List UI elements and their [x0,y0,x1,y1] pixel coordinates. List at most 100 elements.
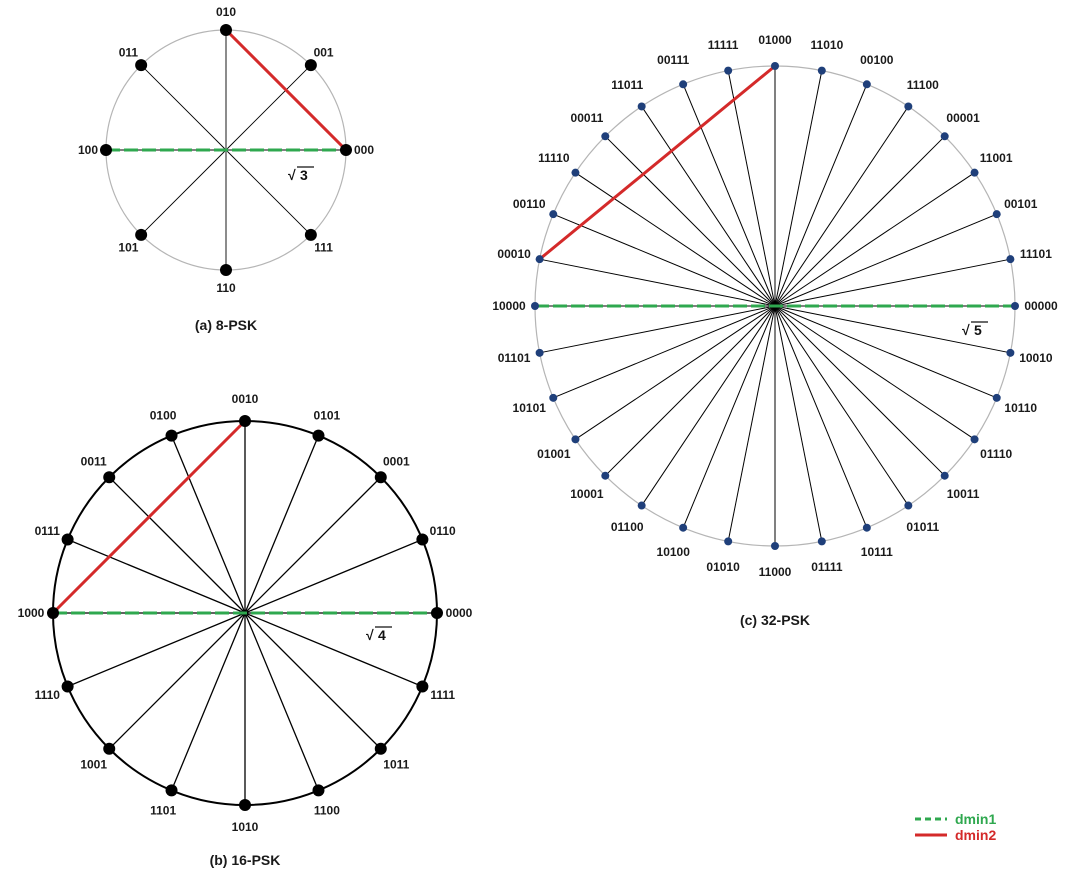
spoke-line [108,476,246,614]
constellation-point [135,228,148,241]
spoke-line [575,305,776,440]
point-label: 110 [216,281,236,295]
constellation-point [304,59,317,72]
spoke-line [774,305,1011,354]
constellation-point [416,533,429,546]
constellation-point [61,680,74,693]
point-label: 01010 [706,560,740,574]
point-label: 00011 [571,111,604,125]
spoke-line [774,305,909,506]
constellation-point [165,784,178,797]
point-label: 0111 [35,524,61,538]
constellation-point [61,533,74,546]
point-label: 101 [118,241,138,255]
spoke-line [225,64,312,151]
point-label: 00000 [1024,299,1058,313]
diagram-16-psk: 0000 0110 0001 0101 0010 0100 0011 0111 1000 1110… [18,392,473,868]
spoke-line [170,435,246,614]
spoke-line [244,612,320,791]
point-label: 10110 [1004,401,1037,415]
spoke-line [774,305,975,440]
point-label: 0100 [150,408,177,422]
point-label: 001 [314,45,334,59]
point-label: 10001 [570,487,604,501]
constellation-point [601,132,610,141]
constellation-point [1011,302,1019,310]
constellation-point [220,264,232,276]
constellation-point [904,102,913,111]
point-label: 00100 [860,53,894,67]
constellation-point [374,742,387,755]
spoke-line [539,258,776,307]
spoke-line [774,305,946,477]
point-label: 00010 [497,247,531,261]
constellation-point [103,742,116,755]
spoke-line [244,476,382,614]
constellation-point [416,680,429,693]
point-label: 011 [119,45,139,59]
diagram-32-psk: 00000 11101 00101 11001 00001 11100 00100 11010… [492,33,1058,628]
constellation-point [239,415,251,427]
point-label: 0110 [430,524,456,538]
point-label: 01001 [537,447,571,461]
spoke-line [244,538,423,614]
spoke-line [244,612,423,688]
point-label: 00110 [513,197,546,211]
point-label: 11100 [907,78,939,92]
legend-dmin1-label: dmin1 [955,811,996,827]
constellation-point [47,607,59,619]
distance-value: 4 [378,627,386,643]
spoke-line [774,305,868,528]
spoke-line [140,64,227,151]
point-label: 10010 [1019,351,1053,365]
point-label: 010 [216,5,236,19]
dmin2-line [224,28,348,152]
point-label: 100 [78,143,98,157]
constellation-point [724,537,733,546]
constellation-point [304,228,317,241]
spoke-line [774,305,823,542]
point-label: 10101 [513,401,547,415]
spoke-line [604,305,776,477]
diagram-caption: (b) 16-PSK [210,852,281,868]
spoke-line [553,305,776,399]
constellation-point [135,59,148,72]
point-label: 01000 [758,33,792,47]
point-label: 0010 [232,392,259,406]
constellation-point [549,393,558,402]
point-label: 01011 [906,520,939,534]
constellation-point [817,537,826,546]
point-label: 11001 [980,151,1013,165]
constellation-point [940,132,949,141]
constellation-point [992,210,1001,219]
sqrt-symbol: √ [962,322,970,338]
spoke-line [539,305,776,354]
point-label: 00111 [657,53,689,67]
diagram-caption: (c) 32-PSK [740,612,810,628]
point-label: 1000 [18,606,45,620]
point-label: 10111 [861,545,893,559]
constellation-point [637,102,646,111]
constellation-point [340,144,352,156]
constellation-point [239,799,251,811]
constellation-point [817,66,826,75]
point-label: 11011 [611,78,643,92]
dmin2-line [538,64,776,261]
spoke-line [641,106,776,307]
point-label: 000 [354,143,374,157]
spoke-line [774,305,997,399]
constellation-point [531,302,539,310]
spoke-line [575,172,776,307]
dmin2-line [51,419,247,615]
point-label: 10100 [657,545,691,559]
spoke-line [67,538,246,614]
point-label: 11110 [538,151,570,165]
diagram-8-psk: 000 001 010 011 100 101 110 111 √ 3 (a) 8-PSK [78,5,374,333]
constellation-point [637,501,646,510]
constellation-point [100,144,112,156]
constellation-point [970,168,979,177]
point-label: 11111 [708,38,739,52]
point-label: 0011 [81,455,107,469]
spoke-line [774,106,909,307]
legend-dmin2-label: dmin2 [955,827,996,843]
